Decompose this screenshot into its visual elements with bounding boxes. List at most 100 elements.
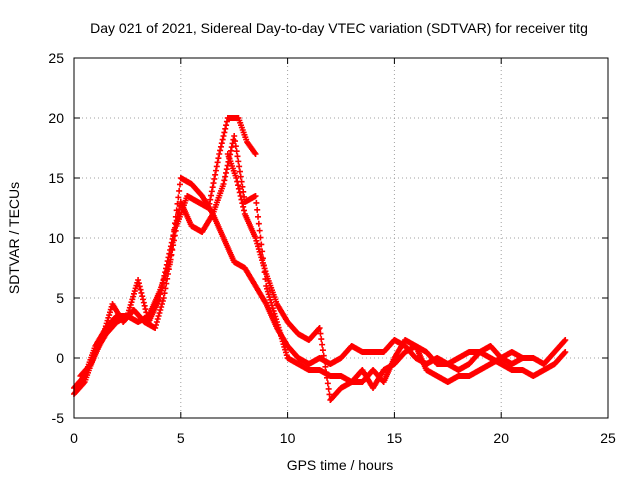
marker-run (338, 379, 354, 391)
marker-run (285, 343, 301, 361)
marker-run (195, 199, 211, 211)
marker-run (253, 237, 269, 275)
marker-run (232, 259, 248, 271)
marker-run (424, 367, 440, 379)
marker-run (131, 307, 147, 325)
data-point (205, 205, 212, 211)
marker-run (531, 367, 547, 379)
data-point (160, 295, 167, 301)
marker-run (328, 385, 344, 403)
x-axis-title: GPS time / hours (287, 457, 394, 473)
x-tick-label: 10 (280, 430, 296, 446)
marker-run (264, 273, 280, 305)
marker-run (225, 153, 239, 179)
marker-run (445, 373, 461, 385)
y-tick-label: 10 (48, 230, 64, 246)
data-point (152, 325, 159, 331)
marker-run (174, 195, 190, 227)
x-tick-label: 0 (70, 430, 78, 446)
data-point (562, 337, 569, 343)
y-tick-label: 20 (48, 110, 64, 126)
marker-run (221, 236, 237, 264)
marker-run (242, 212, 258, 240)
y-tick-label: -5 (52, 410, 65, 426)
data-point (530, 355, 537, 361)
marker-run (499, 361, 515, 373)
marker-run (456, 361, 472, 373)
marker-run (206, 155, 222, 207)
marker-run (392, 349, 408, 367)
marker-run (99, 303, 115, 341)
marker-run (142, 319, 158, 331)
marker-run (78, 361, 94, 379)
marker-run (349, 343, 365, 355)
marker-run (274, 321, 290, 359)
series-track-4 (224, 151, 537, 403)
marker-run (381, 337, 397, 355)
marker-run (146, 296, 162, 324)
marker-run (236, 117, 250, 143)
marker-run (264, 285, 280, 323)
marker-run (456, 349, 472, 361)
marker-run (110, 302, 126, 324)
marker-run (552, 337, 568, 355)
chart-title: Day 021 of 2021, Sidereal Day-to-day VTE… (90, 20, 588, 36)
marker-run (253, 284, 269, 306)
data-point (220, 181, 227, 187)
marker-run (178, 175, 194, 187)
marker-run (210, 183, 226, 215)
marker-run (153, 298, 166, 328)
data-point (231, 133, 238, 139)
marker-run (445, 355, 461, 367)
marker-run (402, 343, 418, 355)
marker-run (161, 227, 179, 297)
marker-run (71, 379, 87, 397)
y-axis-title: SDTVAR / TECUs (6, 182, 22, 294)
marker-run (185, 193, 201, 205)
data-point (233, 175, 240, 181)
marker-run (392, 338, 408, 360)
marker-run (541, 349, 557, 367)
y-tick-label: 25 (48, 50, 64, 66)
marker-run (189, 181, 205, 199)
marker-run (217, 118, 230, 154)
data-point (562, 349, 569, 355)
marker-run (285, 319, 301, 337)
marker-run (541, 361, 557, 373)
data-point (252, 193, 259, 199)
marker-run (552, 349, 568, 367)
y-tick-label: 0 (56, 350, 64, 366)
marker-run (338, 343, 354, 361)
marker-run (477, 349, 493, 361)
x-tick-label: 25 (600, 430, 616, 446)
marker-run (88, 338, 104, 366)
marker-run (466, 367, 483, 379)
data-point (252, 151, 259, 157)
marker-run (424, 349, 440, 367)
y-tick-label: 15 (48, 170, 64, 186)
marker-run (413, 344, 429, 372)
x-tick-label: 20 (493, 430, 509, 446)
marker-run (135, 280, 151, 322)
marker-run (477, 361, 493, 373)
marker-run (381, 361, 397, 373)
marker-run (242, 193, 258, 205)
marker-run (296, 361, 312, 373)
marker-run (242, 266, 258, 288)
marker-run (488, 355, 504, 367)
data-point (316, 325, 323, 331)
marker-run (328, 355, 344, 367)
series-track-3 (77, 115, 259, 379)
x-tick-label: 5 (177, 430, 185, 446)
tick-labels: 0 5 10 15 20 25 -5 0 5 10 15 20 25 (48, 50, 616, 446)
marker-run (120, 307, 136, 325)
marker-run (244, 140, 258, 156)
marker-run (285, 355, 301, 367)
marker-run (274, 302, 290, 324)
marker-run (306, 325, 322, 343)
marker-run (232, 138, 248, 200)
axis-ticks (73, 57, 609, 419)
marker-run (71, 373, 87, 391)
